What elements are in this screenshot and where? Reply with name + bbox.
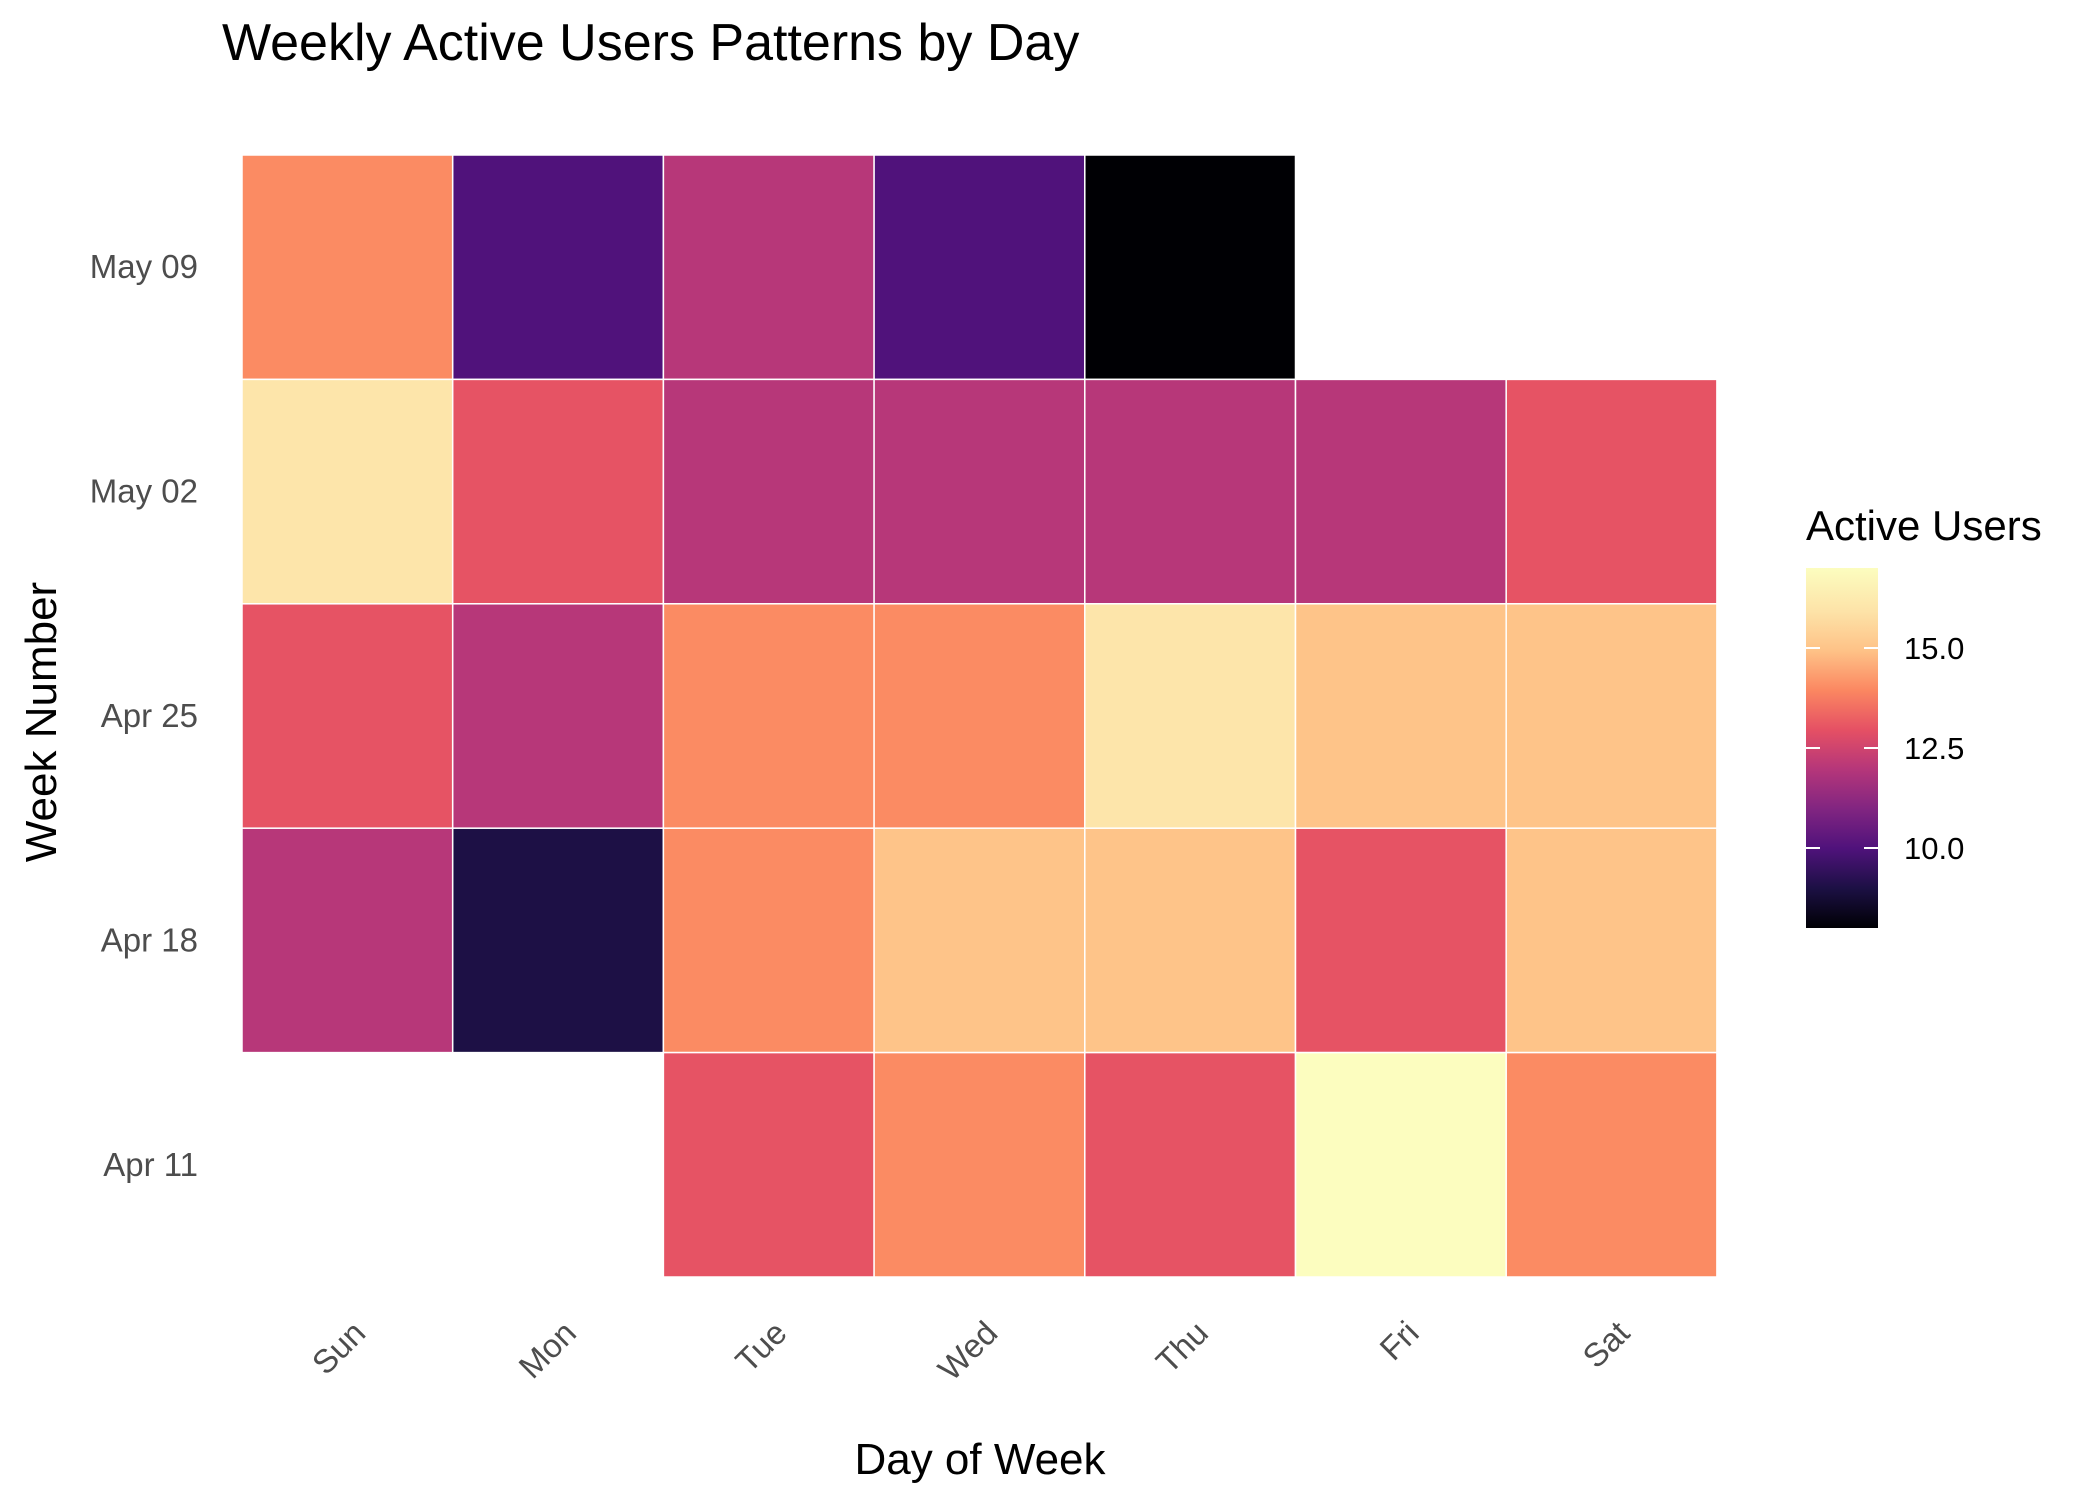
heatmap-cell-apr-25-thu: [1084, 603, 1297, 829]
legend-tick-label: 15.0: [1904, 631, 1964, 666]
legend-title: Active Users: [1806, 502, 2042, 549]
heatmap-cell-apr-25-fri: [1294, 603, 1507, 829]
x-tick-label: Tue: [728, 1314, 794, 1380]
heatmap-cell-apr-11-thu: [1084, 1051, 1297, 1278]
heatmap-cell-apr-25-sun: [241, 603, 454, 829]
y-tick-label: Apr 11: [103, 1146, 198, 1183]
chart-title: Weekly Active Users Patterns by Day: [222, 14, 1079, 72]
legend-tick-label: 10.0: [1904, 831, 1964, 866]
heatmap-cell-may-09-tue: [662, 154, 875, 381]
heatmap-cell-may-02-fri: [1294, 378, 1507, 605]
heatmap-cell-apr-11-tue: [662, 1051, 875, 1278]
heatmap-cell-apr-11-sat: [1505, 1051, 1718, 1278]
y-tick-label: Apr 25: [101, 697, 198, 734]
heatmap-cell-apr-18-sun: [241, 827, 454, 1054]
heatmap-cell-may-02-tue: [662, 378, 875, 605]
heatmap-cell-may-02-thu: [1084, 378, 1297, 605]
x-tick-label: Wed: [931, 1314, 1005, 1388]
color-legend: Active Users 10.0 12.5 15.0: [1806, 502, 2042, 928]
x-tick-label: Thu: [1149, 1314, 1215, 1380]
heatmap-cell-may-02-wed: [873, 378, 1086, 605]
heatmap-cell-may-09-thu: [1084, 154, 1297, 381]
x-tick-label: Sat: [1575, 1314, 1636, 1375]
heatmap-cell-may-09-sun: [241, 154, 454, 381]
heatmap-cell-may-02-mon: [451, 378, 665, 605]
legend-ticks: 10.0 12.5 15.0: [1806, 631, 1964, 866]
y-tick-label: Apr 18: [101, 921, 198, 958]
heatmap-cell-may-02-sun: [241, 378, 454, 605]
heatmap-cell-apr-25-wed: [873, 603, 1086, 829]
heatmap-cell-apr-18-thu: [1084, 827, 1297, 1054]
y-tick-label: May 09: [90, 248, 198, 285]
heatmap-cell-apr-18-tue: [662, 827, 875, 1054]
heatmap-cell-apr-25-mon: [451, 603, 665, 829]
legend-tick-label: 12.5: [1904, 731, 1964, 766]
heatmap-cell-apr-18-fri: [1294, 827, 1507, 1054]
x-tick-label: Mon: [511, 1314, 583, 1386]
heatmap-cell-may-09-mon: [451, 154, 665, 381]
y-axis-title: Week Number: [17, 582, 66, 862]
heatmap-cell-apr-18-wed: [873, 827, 1086, 1054]
heatmap-cell-may-02-sat: [1505, 378, 1718, 605]
x-tick-label: Sun: [305, 1314, 373, 1382]
heatmap-cell-apr-25-tue: [662, 603, 875, 829]
heatmap-cell-apr-11-fri: [1294, 1051, 1507, 1278]
heatmap-cell-apr-18-mon: [451, 827, 665, 1054]
heatmap-cell-apr-11-wed: [873, 1051, 1086, 1278]
heatmap-cell-may-09-wed: [873, 154, 1086, 381]
x-axis-title: Day of Week: [854, 1435, 1106, 1484]
heatmap-cells: [241, 154, 1718, 1278]
y-tick-label: May 02: [90, 473, 198, 510]
heatmap-cell-apr-25-sat: [1505, 603, 1718, 829]
y-axis-ticks: May 09 May 02 Apr 25 Apr 18 Apr 11: [90, 248, 198, 1183]
heatmap-cell-apr-18-sat: [1505, 827, 1718, 1054]
x-tick-label: Fri: [1372, 1314, 1425, 1367]
x-axis-ticks: Sun Mon Tue Wed Thu Fri Sat: [305, 1314, 1637, 1388]
